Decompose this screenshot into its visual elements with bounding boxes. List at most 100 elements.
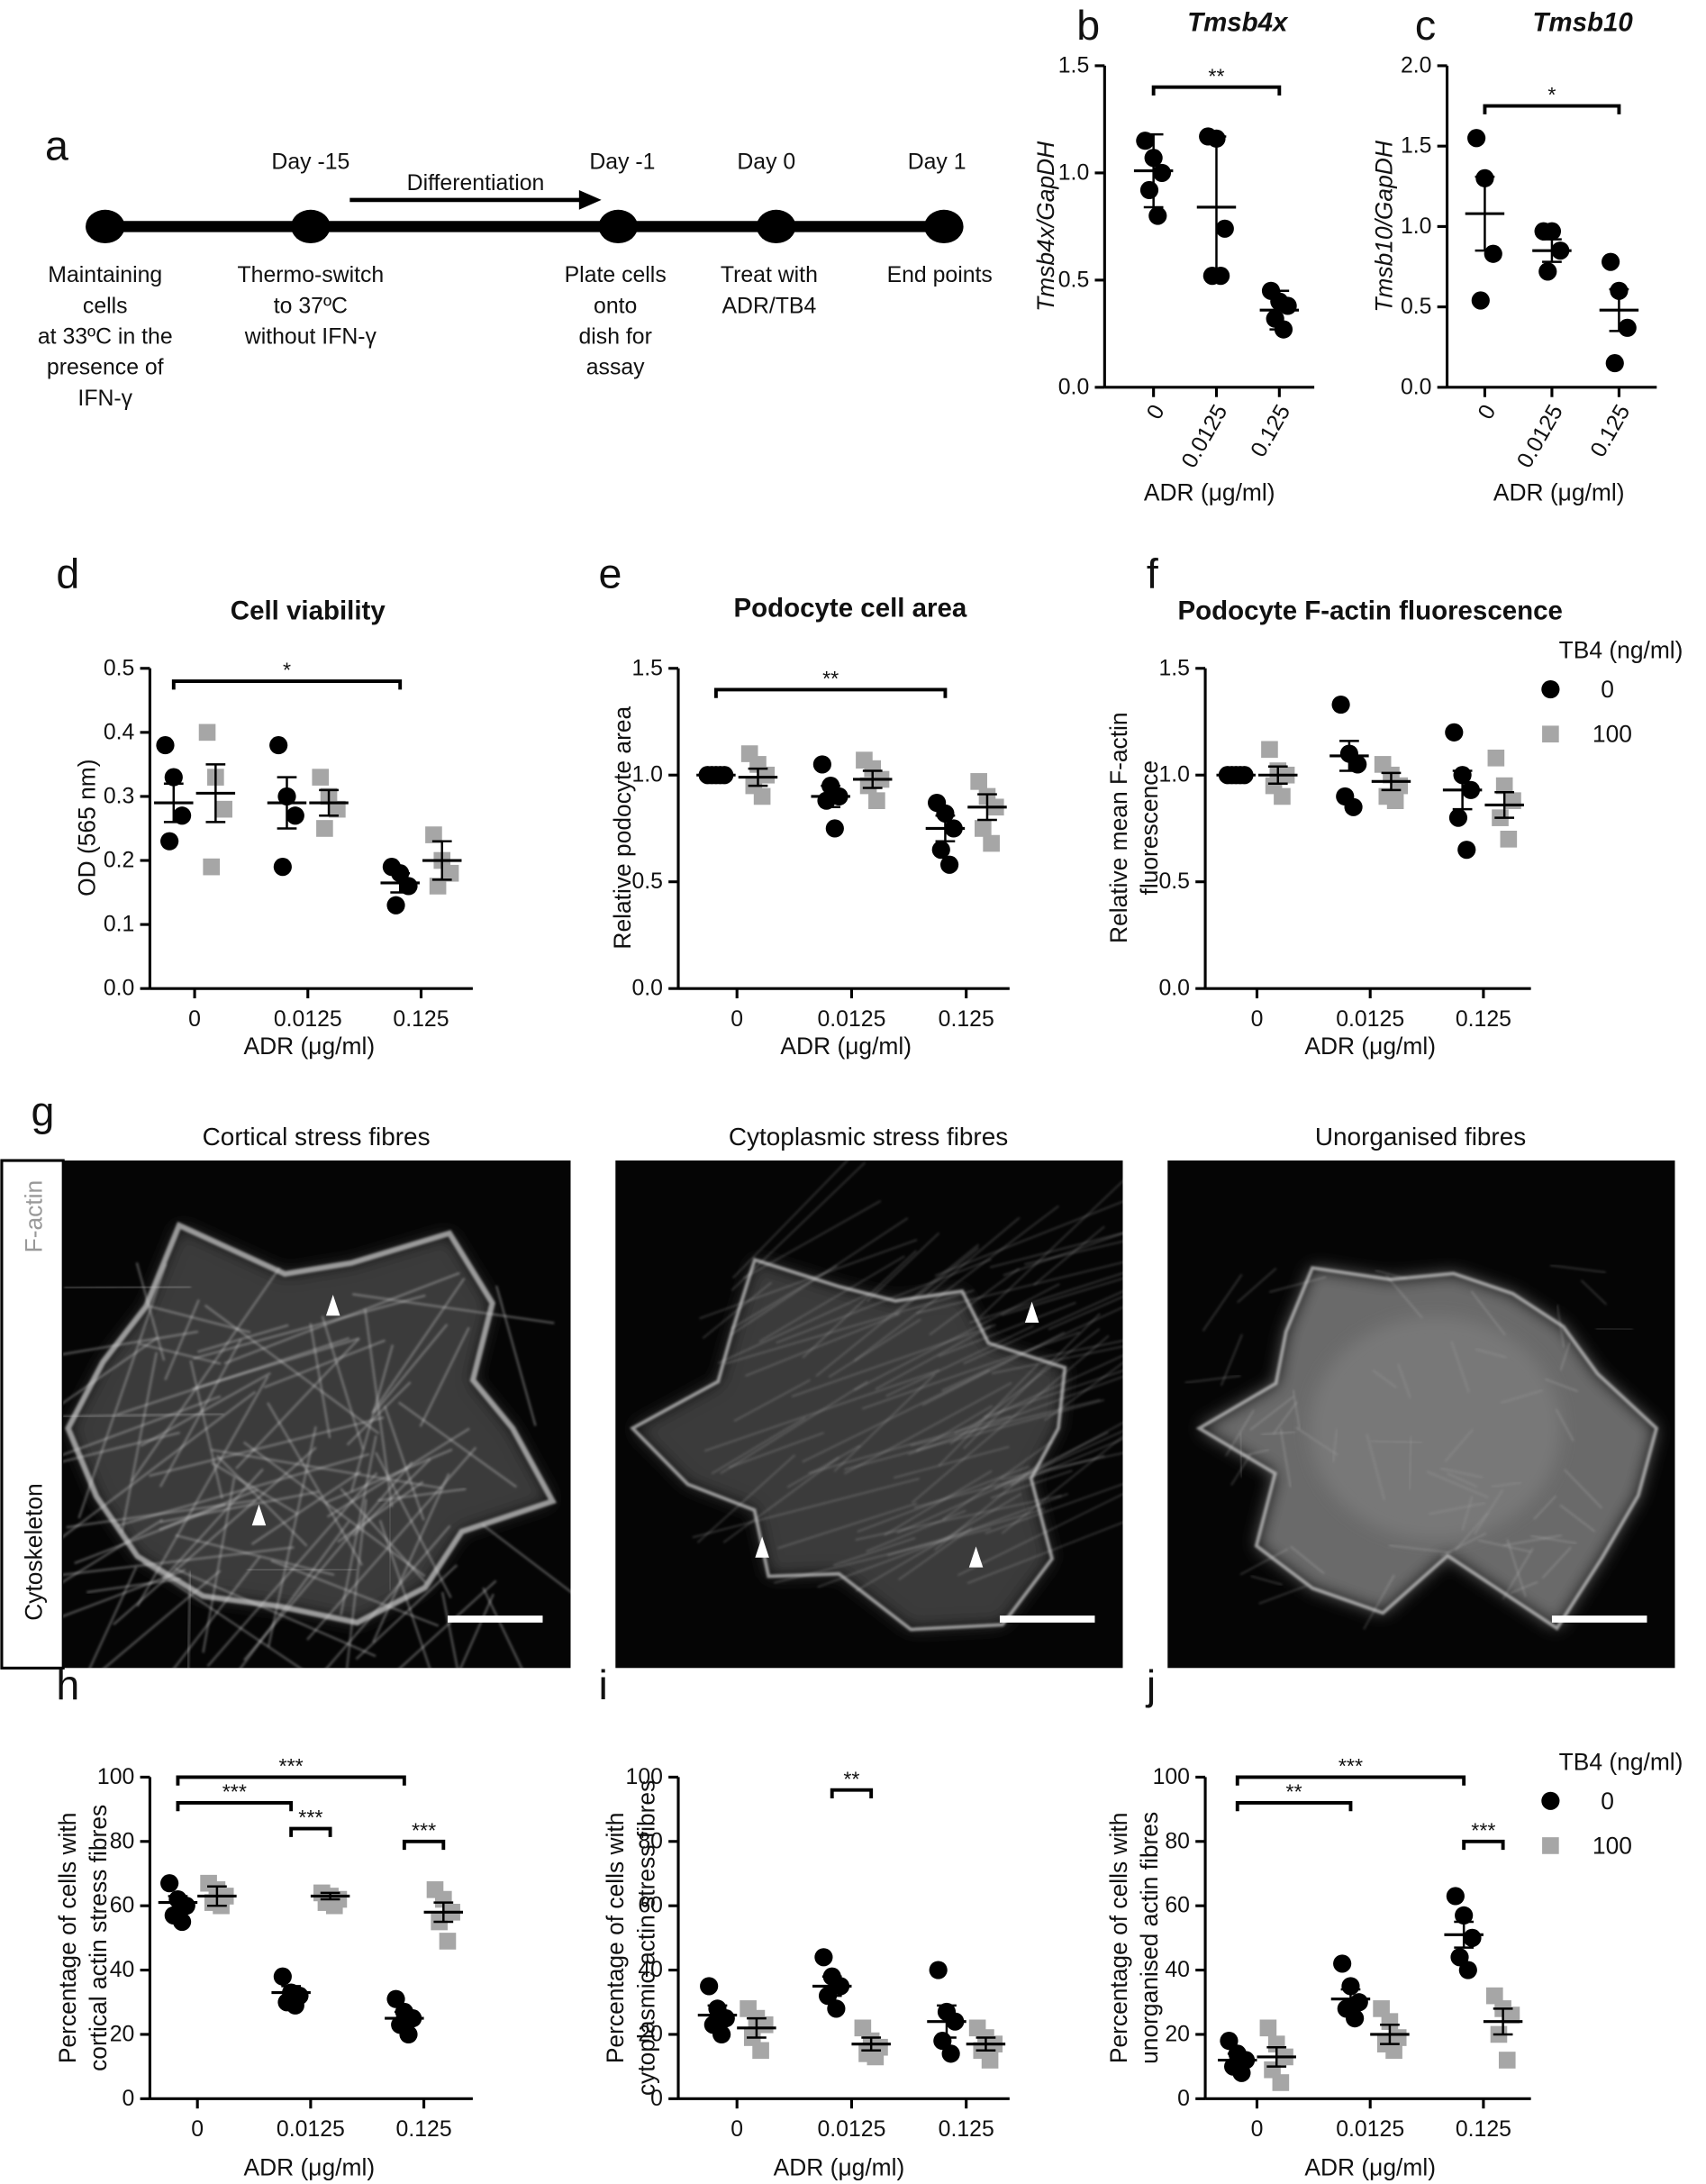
error-bar (1475, 175, 1495, 252)
fibre (372, 1473, 450, 1643)
fibre (802, 1250, 917, 1359)
micrograph (63, 1160, 571, 1669)
x-axis-label: ADR (μg/ml) (1493, 478, 1625, 505)
fibre (854, 1283, 1060, 1391)
fibre (149, 1416, 385, 1478)
y-tick-label: 60 (638, 1894, 663, 1918)
fibre (927, 1216, 1021, 1296)
fibre (1564, 1469, 1603, 1509)
fibre (63, 1330, 199, 1356)
point (1139, 180, 1159, 200)
fibre (730, 1217, 909, 1336)
error-bar (976, 2036, 996, 2052)
fibre (86, 1578, 181, 1594)
fibre (63, 1336, 159, 1405)
y-tick-label: 40 (1165, 1958, 1190, 1982)
legend-title: TB4 (ng/ml) (1559, 1748, 1683, 1775)
side-box (0, 1159, 65, 1670)
fibre (702, 1281, 773, 1340)
fibre (309, 1323, 331, 1439)
error-bar (747, 2016, 767, 2039)
x-tick-label: 0.125 (1586, 401, 1635, 461)
fibre (398, 1579, 497, 1669)
fibre (911, 1334, 1110, 1504)
point (700, 1977, 719, 1996)
significance-label: *** (412, 1818, 436, 1842)
point (329, 800, 346, 818)
fibre (966, 1521, 1123, 1585)
fibre (352, 1293, 555, 1324)
y-tick-label: 0.1 (104, 913, 135, 937)
point (981, 2052, 999, 2069)
fibre (776, 1258, 992, 1344)
x-tick-label: 0.0125 (1177, 401, 1232, 472)
error-bar (163, 782, 184, 824)
fibre (64, 1285, 192, 1289)
legend-label: 100 (1593, 721, 1632, 748)
node (598, 209, 639, 244)
point (1463, 1928, 1482, 1947)
error-bar (748, 767, 768, 787)
fibre (985, 1483, 1123, 1534)
x-tick-label: 0.125 (939, 2117, 994, 2142)
fibre (833, 1537, 916, 1567)
step-label: assay (586, 356, 645, 380)
fibre (699, 1239, 918, 1320)
point (1502, 2007, 1520, 2024)
node (756, 209, 796, 244)
fibre (135, 1261, 166, 1361)
y-tick-label: 0.5 (631, 869, 663, 894)
fibre (164, 1299, 200, 1381)
point (1495, 777, 1513, 795)
panel-letter: a (45, 122, 68, 168)
fibre (148, 1305, 251, 1333)
fibre (197, 1324, 289, 1353)
point (215, 800, 232, 818)
arrowhead (755, 1536, 769, 1558)
fibre (1261, 1431, 1296, 1436)
day-label: Day -15 (271, 150, 349, 175)
panel-letter: f (1147, 550, 1158, 596)
legend-label: 100 (1593, 1832, 1632, 1859)
arrowhead (1024, 1301, 1039, 1324)
fibre (774, 1527, 992, 1584)
y-tick-label: 0 (650, 2087, 663, 2111)
significance-bracket (171, 679, 403, 690)
legend-label: 0 (1601, 676, 1614, 703)
x-tick-label: 0 (1142, 401, 1169, 423)
fibre (211, 1461, 298, 1515)
fibre (1556, 1305, 1565, 1348)
point (203, 858, 221, 876)
chart-title: Tmsb10 (1532, 7, 1633, 37)
fibre (175, 1533, 335, 1577)
fibre (1375, 1269, 1407, 1280)
x-tick-label: 0.125 (939, 1007, 994, 1032)
fibre (885, 1324, 1034, 1397)
fibre (1470, 1290, 1506, 1336)
point (1467, 129, 1486, 148)
point (1542, 725, 1559, 743)
point (1541, 1791, 1560, 1810)
point (1458, 1961, 1477, 1979)
y-tick-label: 0.5 (104, 656, 135, 680)
fibre (186, 1570, 192, 1669)
y-tick-label: 1.0 (631, 763, 663, 787)
fibre (239, 1520, 350, 1669)
day-label: Day -1 (589, 150, 655, 175)
error-bar (320, 1891, 340, 1901)
point (1331, 695, 1350, 714)
step-label: ADR/TB4 (721, 294, 816, 318)
step-label: dish for (578, 324, 651, 349)
point (1538, 262, 1557, 281)
fibre (74, 1503, 226, 1565)
fibre (88, 1566, 138, 1669)
y-tick-label: 100 (97, 1765, 134, 1789)
fibre (1580, 1279, 1608, 1306)
x-tick-label: 0.125 (396, 2117, 452, 2142)
arrow-label: Differentiation (407, 171, 545, 196)
fibre (1225, 1409, 1255, 1457)
fibre (1273, 1401, 1298, 1435)
point (156, 735, 175, 755)
y-tick-label: 0.5 (1401, 295, 1431, 319)
